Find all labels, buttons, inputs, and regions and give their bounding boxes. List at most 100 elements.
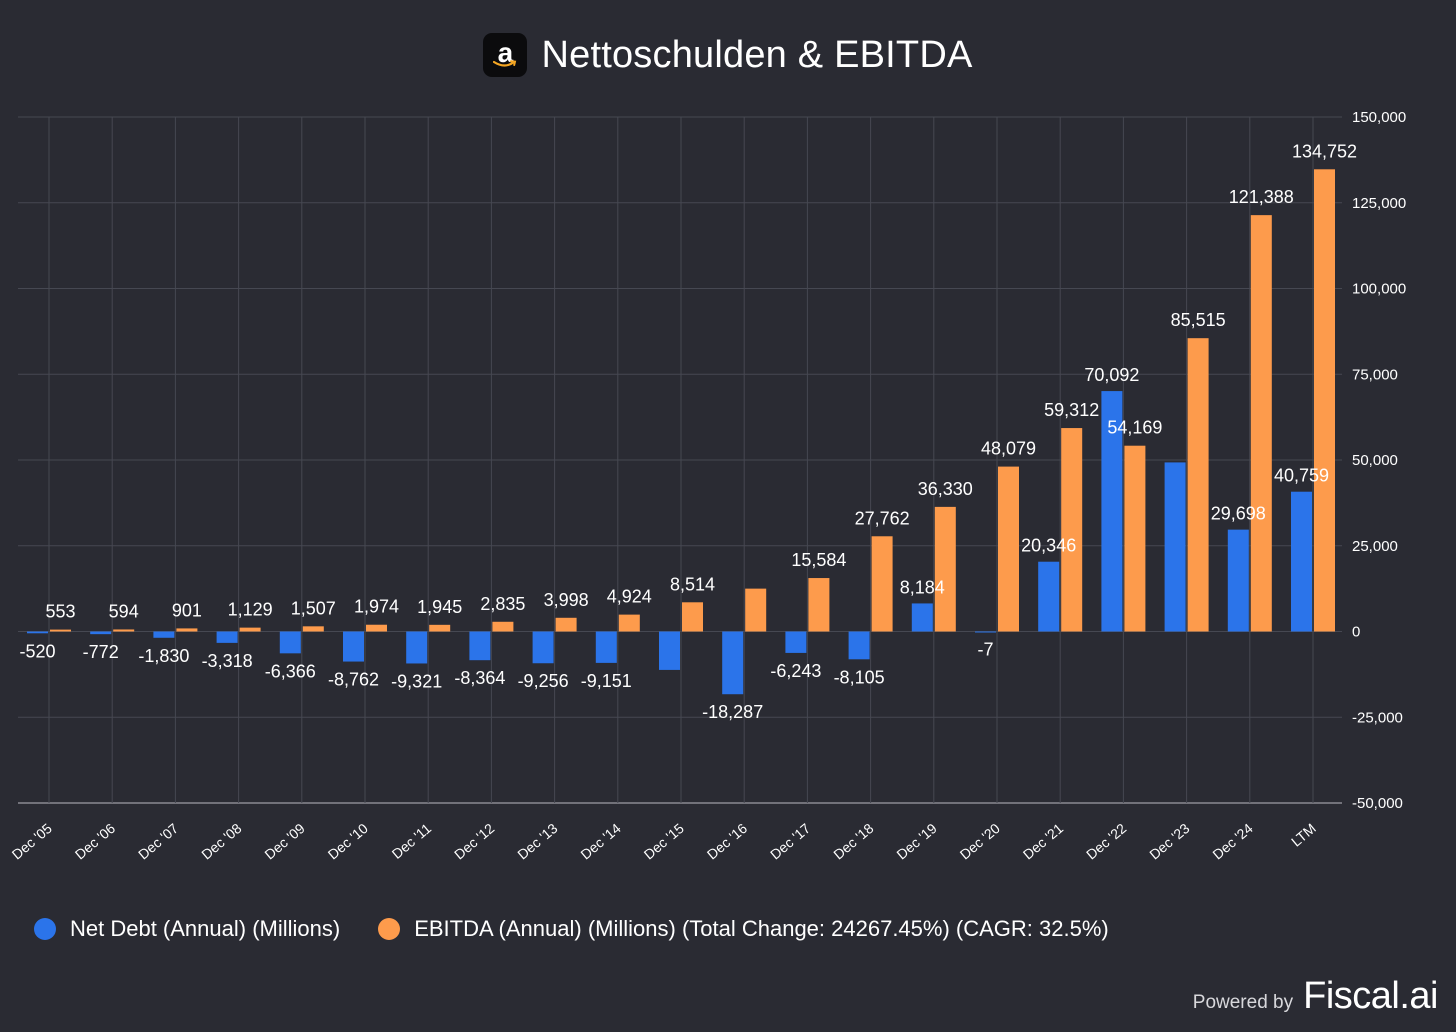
ebitda-bar	[745, 588, 767, 632]
bars-layer	[27, 169, 1335, 695]
ebitda-data-label: 3,998	[544, 590, 589, 610]
ebitda-data-label: 85,515	[1171, 310, 1226, 330]
x-tick-label: Dec '15	[641, 820, 687, 863]
ebitda-bar	[682, 602, 703, 632]
x-tick-label: Dec '13	[514, 820, 560, 863]
ebitda-bar	[113, 629, 135, 632]
ebitda-bar	[302, 626, 324, 632]
ebitda-bar	[492, 621, 514, 632]
net-debt-data-label: -18,287	[702, 702, 763, 722]
fiscal-ai-brand[interactable]: Fiscal.ai	[1303, 975, 1438, 1017]
legend-item-net-debt[interactable]: Net Debt (Annual) (Millions)	[34, 916, 340, 942]
net-debt-bar	[848, 631, 870, 660]
x-tick-label: Dec '19	[893, 820, 939, 863]
ebitda-bar	[50, 629, 71, 632]
net-debt-data-label: -8,762	[328, 670, 379, 690]
y-tick-label: 150,000	[1352, 109, 1406, 126]
net-debt-data-label: 20,346	[1021, 536, 1076, 556]
net-debt-bar	[659, 631, 680, 670]
amazon-logo-icon: a	[483, 33, 528, 77]
net-debt-bar	[153, 631, 175, 638]
ebitda-data-label: 54,169	[1107, 418, 1162, 438]
x-tick-label: Dec '07	[135, 820, 181, 863]
net-debt-bar	[722, 631, 744, 695]
ebitda-bar	[239, 627, 261, 632]
ebitda-bar	[1061, 428, 1083, 632]
logo-glyph: a	[497, 37, 514, 68]
x-tick-label: Dec '09	[261, 820, 307, 863]
net-debt-bar	[343, 631, 364, 662]
ebitda-data-label: 901	[172, 600, 202, 620]
x-tick-label: Dec '16	[704, 820, 750, 863]
ebitda-bar	[555, 617, 577, 632]
net-debt-bar	[1101, 391, 1123, 632]
ebitda-bar	[366, 624, 387, 632]
x-tick-label: Dec '11	[389, 820, 435, 862]
net-debt-data-label: -3,318	[202, 651, 253, 671]
ebitda-bar	[1187, 338, 1209, 632]
ebitda-data-label: 8,514	[670, 574, 715, 594]
ebitda-data-label: 1,507	[291, 598, 336, 618]
smile-arrow-icon	[493, 60, 517, 67]
net-debt-bar	[1164, 462, 1186, 632]
ebitda-data-label: 1,974	[354, 597, 399, 617]
net-debt-data-label: 40,759	[1274, 466, 1329, 486]
y-tick-label: 25,000	[1352, 538, 1398, 555]
x-tick-label: Dec '14	[577, 820, 623, 863]
ebitda-bar	[1314, 169, 1335, 632]
ebitda-data-label: 15,584	[791, 550, 846, 570]
x-tick-label: Dec '12	[451, 820, 497, 863]
x-tick-label: Dec '18	[830, 820, 876, 863]
ebitda-bar	[429, 624, 451, 632]
ebitda-data-label: 27,762	[855, 508, 910, 528]
net-debt-data-label: -8,364	[454, 668, 505, 688]
legend-label-ebitda: EBITDA (Annual) (Millions) (Total Change…	[414, 916, 1109, 941]
net-debt-data-label: 70,092	[1084, 365, 1139, 385]
net-debt-bar	[595, 631, 617, 663]
net-debt-data-label: -520	[19, 641, 55, 661]
net-debt-data-label: -8,105	[834, 667, 885, 687]
ebitda-swatch-icon	[378, 918, 401, 940]
net-debt-swatch-icon	[34, 918, 56, 940]
net-debt-data-label: -9,321	[391, 671, 442, 691]
x-tick-label: Dec '23	[1146, 820, 1192, 863]
ebitda-bar	[871, 536, 893, 632]
ebitda-bar	[998, 466, 1019, 632]
net-debt-bar	[406, 631, 428, 664]
net-debt-data-label: -772	[83, 642, 119, 662]
net-debt-bar	[975, 631, 996, 633]
net-debt-bar	[1227, 529, 1249, 632]
net-debt-data-label: -9,256	[518, 671, 569, 691]
ebitda-bar	[176, 628, 198, 632]
ebitda-bar	[618, 614, 640, 632]
ebitda-data-label: 121,388	[1229, 187, 1294, 207]
net-debt-bar	[27, 631, 48, 634]
ebitda-data-label: 59,312	[1044, 400, 1099, 420]
net-debt-data-label: -1,830	[138, 646, 189, 666]
net-debt-bar	[785, 631, 807, 653]
ebitda-bar	[1250, 215, 1272, 632]
net-debt-data-label: -9,151	[581, 671, 632, 691]
net-debt-data-label: -6,366	[265, 661, 316, 681]
y-tick-label: 75,000	[1352, 366, 1398, 383]
ebitda-data-label: 1,945	[417, 597, 462, 617]
footer: Powered by Fiscal.ai	[1193, 975, 1439, 1018]
net-debt-bar	[469, 631, 491, 661]
legend-item-ebitda[interactable]: EBITDA (Annual) (Millions) (Total Change…	[378, 916, 1109, 942]
y-tick-label: -25,000	[1352, 709, 1403, 726]
ebitda-bar	[808, 578, 830, 632]
y-tick-label: 0	[1352, 624, 1360, 641]
ebitda-bar	[1124, 445, 1146, 632]
x-tick-label: Dec '22	[1083, 820, 1129, 863]
legend: Net Debt (Annual) (Millions) EBITDA (Ann…	[34, 916, 1147, 942]
ebitda-data-label: 4,924	[607, 587, 652, 607]
x-tick-label: Dec '05	[9, 820, 55, 863]
y-tick-label: -50,000	[1352, 795, 1403, 812]
chart-header: a Nettoschulden & EBITDA	[0, 28, 1456, 82]
legend-label-net-debt: Net Debt (Annual) (Millions)	[70, 916, 341, 941]
y-tick-label: 50,000	[1352, 452, 1398, 469]
ebitda-data-label: 36,330	[918, 479, 973, 499]
net-debt-bar	[911, 603, 933, 632]
ebitda-data-label: 553	[45, 602, 75, 622]
ebitda-bar	[934, 506, 956, 632]
